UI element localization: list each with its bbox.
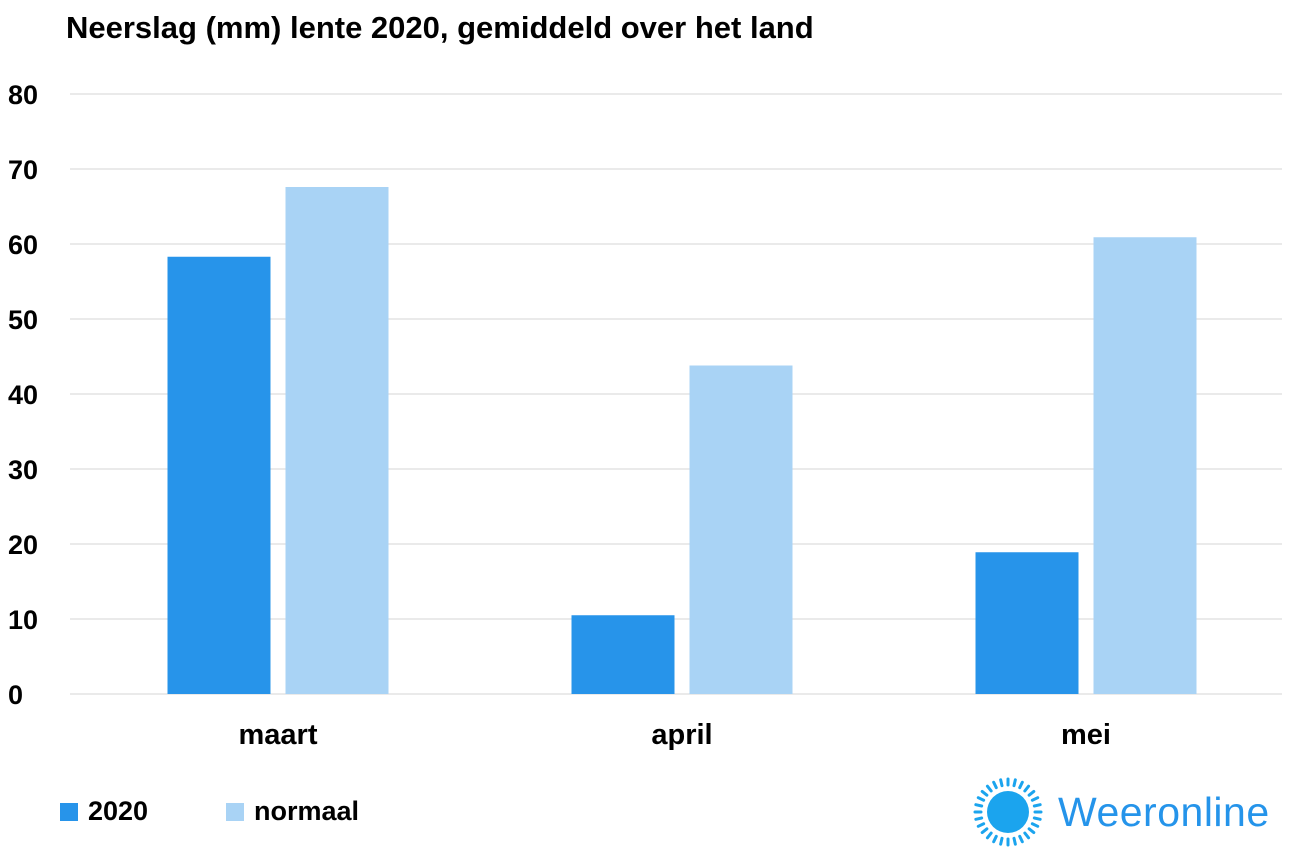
sun-ray	[976, 796, 986, 802]
y-tick-label: 60	[8, 230, 38, 260]
sun-ray	[985, 784, 993, 793]
x-axis-ticks: maart april mei	[239, 719, 1111, 751]
y-tick-label: 30	[8, 455, 38, 485]
y-tick-label: 70	[8, 155, 38, 185]
sun-ray	[1012, 778, 1017, 788]
chart-title: Neerslag (mm) lente 2020, gemiddeld over…	[66, 10, 814, 45]
sun-ray	[1018, 780, 1024, 790]
y-tick-label: 80	[8, 80, 38, 110]
sun-ray	[992, 780, 998, 790]
bar-april-normaal[interactable]	[689, 365, 793, 695]
legend-label-normaal: normaal	[254, 796, 360, 826]
gridlines	[70, 93, 1282, 695]
sun-ray	[1030, 822, 1040, 828]
sun-ray	[1030, 796, 1040, 802]
x-tick-label-mei: mei	[1061, 719, 1111, 751]
sun-ray	[1023, 784, 1031, 793]
sun-ray	[1018, 834, 1024, 844]
bar-mei-normaal[interactable]	[1093, 237, 1197, 694]
bar-maart-normaal[interactable]	[285, 187, 389, 694]
y-axis-ticks: 0 10 20 30 40 50 60 70 80	[8, 80, 38, 710]
x-tick-label-maart: maart	[239, 719, 318, 751]
sun-ray	[976, 822, 986, 828]
bar-april-2020[interactable]	[571, 615, 675, 694]
sun-ray	[980, 827, 989, 835]
x-tick-label-april: april	[651, 719, 712, 751]
y-tick-label: 50	[8, 305, 38, 335]
bar-maart-2020[interactable]	[167, 256, 271, 694]
y-tick-label: 10	[8, 605, 38, 635]
sun-ray	[974, 816, 984, 821]
bar-mei-2020[interactable]	[975, 552, 1079, 694]
sun-ray	[985, 831, 993, 840]
sun-ray	[1027, 827, 1036, 835]
sun-ray	[974, 803, 984, 808]
y-tick-label: 0	[8, 680, 23, 710]
brand-logo: Weeronline	[972, 776, 1270, 848]
legend-item-2020[interactable]: 2020	[60, 796, 148, 827]
sun-icon	[973, 777, 1043, 847]
sun-ray	[980, 789, 989, 797]
legend-label-2020: 2020	[88, 796, 149, 826]
legend-swatch-2020	[60, 802, 78, 821]
brand-name: Weeronline	[1058, 788, 1270, 835]
sun-ray	[1023, 831, 1031, 840]
y-tick-label: 20	[8, 530, 38, 560]
legend-swatch-normaal	[226, 802, 244, 821]
y-tick-label: 40	[8, 380, 38, 410]
sun-ray	[999, 778, 1004, 788]
sun-ray	[1032, 803, 1042, 808]
sun-ray	[1027, 789, 1036, 797]
sun-ray	[1032, 816, 1042, 821]
sun-ray	[992, 834, 998, 844]
bars	[167, 187, 1197, 695]
legend-item-normaal[interactable]: normaal	[226, 796, 359, 827]
sun-ray	[999, 836, 1004, 846]
sun-ray	[1012, 836, 1017, 846]
